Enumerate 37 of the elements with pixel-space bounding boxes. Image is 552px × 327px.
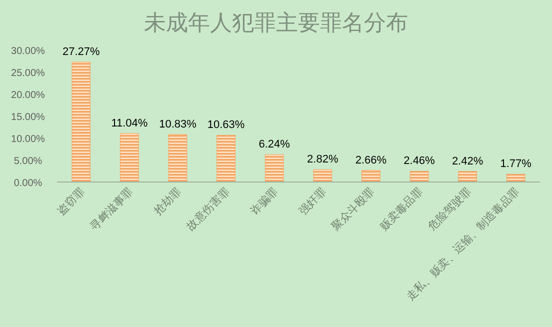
data-label: 27.27% xyxy=(62,46,100,58)
y-tick-label: 20.00% xyxy=(11,90,46,101)
x-tick-label: 聚众斗殴罪 xyxy=(328,184,378,234)
data-label: 10.63% xyxy=(207,119,245,132)
data-label: 2.46% xyxy=(404,155,436,168)
data-label: 11.04% xyxy=(111,117,148,130)
bar xyxy=(120,133,139,182)
x-tick-label: 危险驾驶罪 xyxy=(426,184,474,234)
x-tick-label: 贩卖毒品罪 xyxy=(377,184,426,234)
data-label: 2.66% xyxy=(355,154,387,166)
y-tick-label: 0.00% xyxy=(14,178,42,189)
x-tick-label: 盗窃罪 xyxy=(54,184,88,218)
bar xyxy=(458,171,477,182)
x-tick-label: 寻衅滋事罪 xyxy=(87,184,136,234)
bar xyxy=(168,134,188,182)
y-tick-label: 5.00% xyxy=(14,156,42,167)
y-tick-label: 30.00% xyxy=(11,46,46,57)
bar xyxy=(313,169,332,182)
bar xyxy=(410,170,429,182)
bar xyxy=(362,170,380,182)
y-tick-label: 10.00% xyxy=(11,134,46,145)
y-tick-label: 25.00% xyxy=(11,68,46,79)
x-tick-label: 诈骗罪 xyxy=(248,184,280,218)
bar xyxy=(72,62,91,182)
y-tick-label: 15.00% xyxy=(11,112,46,123)
data-label: 10.83% xyxy=(159,118,197,130)
data-label: 2.42% xyxy=(452,155,484,168)
x-tick-label: 强奸罪 xyxy=(296,186,329,218)
bar xyxy=(216,134,236,182)
bar xyxy=(506,174,526,182)
bar xyxy=(264,154,284,182)
chart-title: 未成年人犯罪主要罪名分布 xyxy=(144,10,408,35)
x-tick-label: 故意伤害罪 xyxy=(184,184,232,234)
data-label: 6.24% xyxy=(258,138,290,151)
data-label: 1.77% xyxy=(500,158,532,170)
data-label: 2.82% xyxy=(307,154,338,166)
x-tick-label: 抢劫罪 xyxy=(151,184,184,218)
